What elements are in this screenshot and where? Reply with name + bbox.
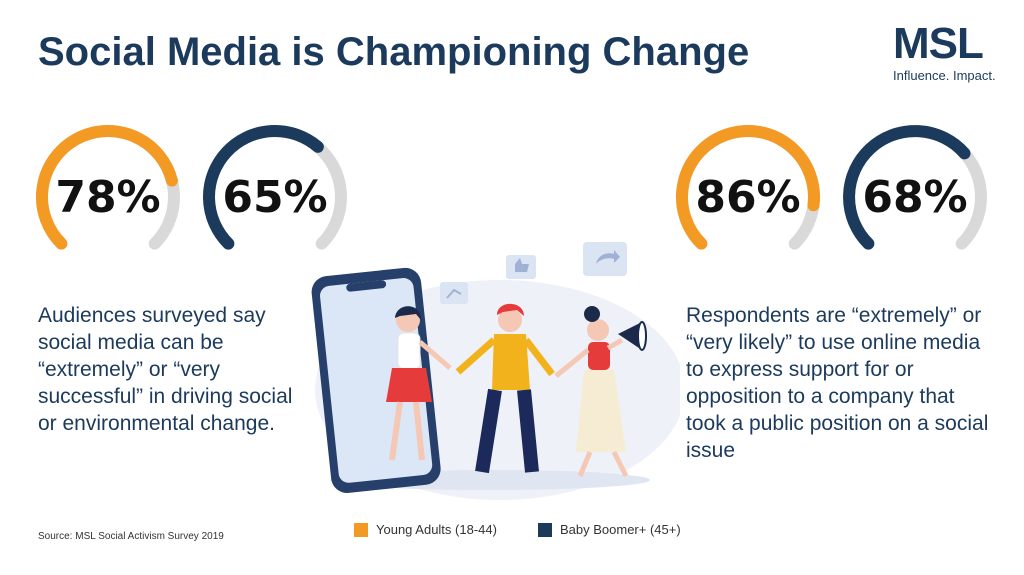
gauge-fill	[36, 125, 178, 250]
gauge-value: 68%	[862, 171, 968, 223]
logo-tagline: Influence. Impact.	[893, 68, 996, 83]
gauge-right-young: 86%	[673, 122, 823, 272]
source-note: Source: MSL Social Activism Survey 2019	[38, 531, 224, 542]
gauge-fill	[843, 125, 971, 250]
forward-icon	[583, 242, 627, 276]
right-description: Respondents are “extremely” or “very lik…	[686, 304, 989, 462]
gauge-fill	[676, 125, 820, 250]
activism-illustration	[311, 242, 680, 500]
gauge-value: 65%	[222, 171, 328, 223]
left-description: Audiences surveyed say social media can …	[38, 304, 293, 435]
share-icon	[440, 282, 468, 304]
legend-swatch-boomer	[538, 522, 552, 537]
gauge-ring	[676, 125, 820, 250]
gauge-right-boomer: 68%	[840, 122, 990, 272]
gauge-value: 78%	[55, 171, 161, 223]
legend-swatch-young	[354, 522, 368, 537]
legend-label-boomer: Baby Boomer+ (45+)	[560, 522, 681, 537]
legend-young: Young Adults (18-44)	[354, 522, 497, 537]
woman-with-megaphone	[554, 306, 647, 478]
logo-mark: MSL	[893, 19, 984, 68]
msl-logo: MSL Influence. Impact.	[893, 19, 1003, 84]
man-yellow-shirt	[455, 303, 555, 474]
gauge-left-young: 78%	[33, 122, 183, 272]
legend-label-young: Young Adults (18-44)	[376, 522, 497, 537]
thumbs-up-icon	[506, 255, 536, 279]
gauge-value: 86%	[695, 171, 801, 223]
gauge-left-boomer: 65%	[200, 122, 350, 272]
woman-red-skirt	[386, 306, 452, 461]
gauge-ring	[203, 124, 347, 250]
legend-boomer: Baby Boomer+ (45+)	[538, 522, 681, 537]
gauge-ring	[36, 125, 180, 250]
page-title: Social Media is Championing Change	[38, 30, 750, 74]
gauge-ring	[843, 125, 987, 250]
gauge-fill	[203, 124, 324, 250]
